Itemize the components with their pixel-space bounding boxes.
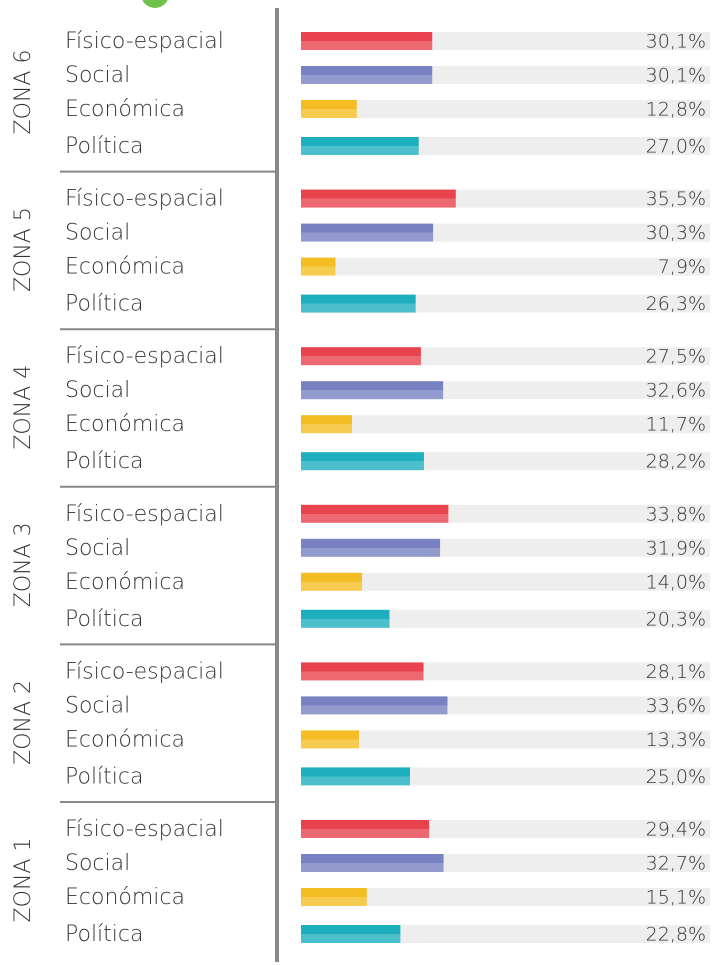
category-label: Económica	[65, 97, 185, 122]
category-label: Política	[65, 292, 143, 317]
category-label: Físico-espacial	[65, 344, 224, 369]
bar	[301, 100, 357, 118]
zone-label: ZONA 3	[11, 522, 36, 607]
category-label: Política	[65, 764, 143, 789]
value-label: 25,0%	[646, 766, 706, 788]
category-label: Físico-espacial	[65, 817, 224, 842]
category-label: Económica	[65, 727, 185, 752]
bar	[301, 925, 401, 943]
category-label: Política	[65, 607, 143, 632]
value-label: 13,3%	[646, 729, 706, 751]
category-label: Política	[65, 449, 143, 474]
bar	[301, 730, 359, 749]
bar	[301, 381, 444, 400]
category-label: Económica	[65, 412, 185, 437]
category-label: Política	[65, 134, 143, 159]
bar	[301, 257, 336, 276]
bar	[301, 609, 390, 628]
value-label: 15,1%	[646, 887, 706, 909]
bar	[301, 820, 430, 838]
category-label: Físico-espacial	[65, 502, 224, 527]
value-label: 26,3%	[646, 293, 706, 315]
value-label: 14,0%	[646, 571, 706, 593]
category-label: Social	[65, 221, 130, 246]
bar	[301, 767, 410, 786]
category-label: Físico-espacial	[65, 29, 224, 54]
bar	[301, 223, 434, 242]
value-label: 30,1%	[646, 31, 706, 53]
value-label: 7,9%	[658, 256, 706, 278]
zone-label: ZONA 1	[11, 838, 36, 923]
value-label: 32,7%	[646, 853, 706, 875]
value-label: 33,8%	[646, 503, 706, 525]
value-label: 12,8%	[646, 99, 706, 121]
bar	[301, 189, 456, 208]
bar-track	[301, 572, 710, 591]
category-label: Social	[65, 378, 130, 403]
value-label: 31,9%	[646, 537, 706, 559]
category-label: Físico-espacial	[65, 187, 224, 212]
zone-label: ZONA 4	[11, 365, 36, 450]
category-label: Físico-espacial	[65, 659, 224, 684]
bar	[301, 66, 433, 84]
category-label: Social	[65, 536, 130, 561]
bar	[301, 504, 449, 523]
value-label: 27,0%	[646, 136, 706, 158]
bar-track	[301, 925, 710, 943]
value-label: 20,3%	[646, 608, 706, 630]
bar-track	[301, 100, 710, 118]
value-label: 32,6%	[646, 380, 706, 402]
value-label: 28,1%	[646, 661, 706, 683]
bar-track	[301, 888, 710, 906]
bar	[301, 662, 424, 681]
zone-label: ZONA 6	[11, 50, 36, 135]
bar	[301, 696, 448, 715]
category-label: Política	[65, 922, 143, 947]
bar-track	[301, 415, 710, 434]
bar	[301, 137, 419, 155]
zone-label: ZONA 2	[11, 680, 36, 765]
category-label: Económica	[65, 255, 185, 280]
value-label: 11,7%	[646, 414, 706, 436]
bar	[301, 452, 424, 471]
value-label: 30,1%	[646, 65, 706, 87]
value-label: 28,2%	[646, 451, 706, 473]
zone-label: ZONA 5	[11, 207, 36, 292]
category-label: Social	[65, 63, 130, 88]
bar	[301, 572, 363, 591]
decor-dot	[142, 0, 168, 8]
value-label: 27,5%	[646, 346, 706, 368]
bar	[301, 294, 416, 313]
bar	[301, 538, 441, 557]
category-label: Económica	[65, 885, 185, 910]
category-label: Social	[65, 851, 130, 876]
bar-track	[301, 609, 710, 628]
value-label: 29,4%	[646, 819, 706, 841]
bar-track	[301, 730, 710, 749]
value-label: 33,6%	[646, 695, 706, 717]
value-label: 35,5%	[646, 188, 706, 210]
category-label: Social	[65, 693, 130, 718]
bar	[301, 854, 444, 872]
bar	[301, 415, 353, 434]
category-label: Económica	[65, 570, 185, 595]
value-label: 30,3%	[646, 222, 706, 244]
value-label: 22,8%	[646, 924, 706, 946]
bar	[301, 888, 367, 906]
bar	[301, 32, 433, 50]
bar	[301, 347, 421, 366]
bar-track	[301, 257, 710, 276]
